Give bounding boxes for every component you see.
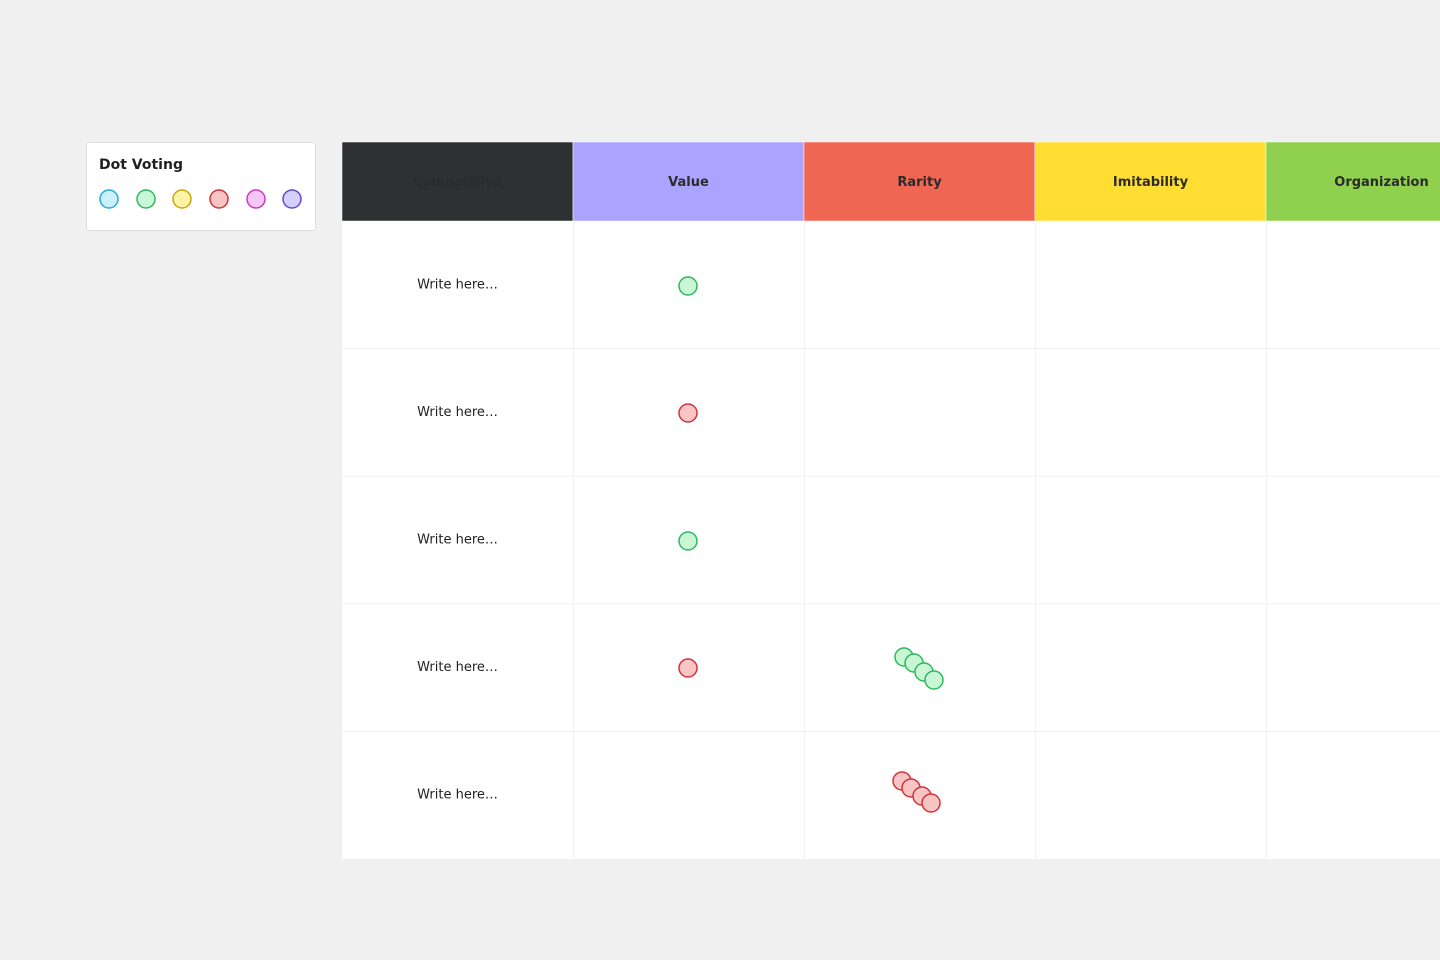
cell-text[interactable]: Write here… xyxy=(417,788,498,803)
dot-yellow[interactable] xyxy=(172,189,192,209)
vote-dot[interactable] xyxy=(678,531,698,551)
dot-pink[interactable] xyxy=(246,189,266,209)
header-label: Rarity xyxy=(897,175,942,190)
dot-red[interactable] xyxy=(209,189,229,209)
header-label: Organization xyxy=(1334,175,1428,190)
dot-blue[interactable] xyxy=(99,189,119,209)
cell-text[interactable]: Write here… xyxy=(417,533,498,548)
vote-dot[interactable] xyxy=(678,403,698,423)
header-cell xyxy=(803,141,1036,222)
header-cell xyxy=(341,141,574,222)
panel-title: Dot Voting xyxy=(99,157,183,173)
votes xyxy=(678,276,944,813)
cell-text[interactable]: Write here… xyxy=(417,405,498,420)
vote-dot[interactable] xyxy=(921,793,941,813)
header-label: Value xyxy=(668,175,709,190)
header-cell xyxy=(1265,141,1440,222)
cell-text[interactable]: Write here… xyxy=(417,660,498,675)
table: Competitive Value Rarity Imitability Organiz… xyxy=(341,141,1440,859)
header-label: Imitability xyxy=(1113,175,1189,190)
panel-card xyxy=(86,142,316,231)
dot-green[interactable] xyxy=(136,189,156,209)
table-body xyxy=(342,221,1440,859)
dot-purple[interactable] xyxy=(282,189,302,209)
cell-text[interactable]: Write here… xyxy=(417,277,498,292)
header-cell xyxy=(1034,141,1267,222)
header-label: Competitive xyxy=(413,175,502,190)
vote-dot[interactable] xyxy=(924,670,944,690)
vote-dot[interactable] xyxy=(678,276,698,296)
vote-dot[interactable] xyxy=(678,658,698,678)
dot-voting-panel[interactable]: Dot Voting xyxy=(86,142,316,231)
header-cell xyxy=(572,141,805,222)
